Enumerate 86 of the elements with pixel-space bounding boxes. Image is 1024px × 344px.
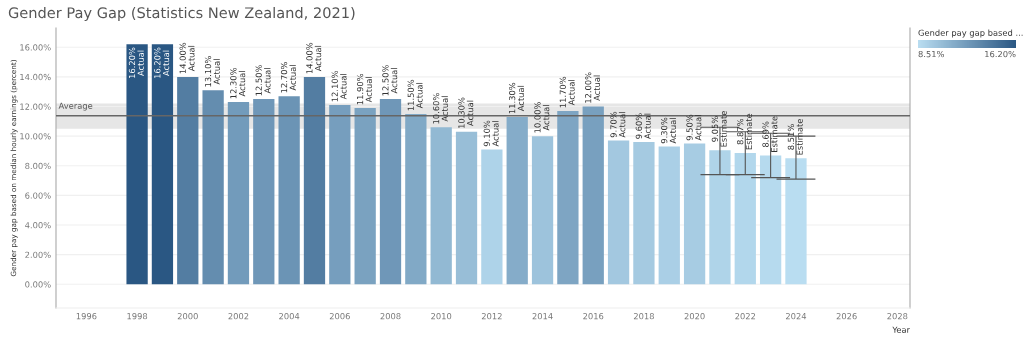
data-label: 14.00% Actual xyxy=(179,42,195,74)
bar xyxy=(607,140,630,285)
bar xyxy=(379,99,402,285)
x-tick-label: 2014 xyxy=(532,313,553,320)
data-label: 9.05% Estimate xyxy=(711,111,727,147)
bar xyxy=(633,142,655,285)
data-label: 12.50% Actual xyxy=(382,65,398,96)
bar xyxy=(202,90,224,285)
y-tick-label: 4.00% xyxy=(25,222,51,229)
bar xyxy=(785,158,807,285)
data-label: 12.70% Actual xyxy=(280,62,296,93)
chart-title: Gender Pay Gap (Statistics New Zealand, 2021) xyxy=(8,6,355,22)
data-label: 10.60% Actual xyxy=(432,93,448,124)
bar xyxy=(658,146,680,285)
x-tick-label: 2024 xyxy=(785,313,807,320)
y-tick-label: 12.00% xyxy=(20,103,51,110)
bar xyxy=(177,76,199,285)
data-label: 9.30% Actual xyxy=(661,117,677,144)
data-label: 8.87% Estimate xyxy=(737,113,753,150)
bar xyxy=(278,96,300,285)
y-tick-label: 6.00% xyxy=(25,192,51,199)
y-tick-label: 10.00% xyxy=(20,133,51,140)
x-tick-label: 2026 xyxy=(836,313,857,320)
bar xyxy=(557,110,579,285)
x-tick-label: 2006 xyxy=(329,313,350,320)
data-label: 9.70% Actual xyxy=(610,111,626,138)
bar xyxy=(354,108,376,285)
data-label: 8.51% Estimate xyxy=(787,119,803,155)
bar xyxy=(329,105,351,285)
bar xyxy=(734,152,756,285)
bar xyxy=(227,102,250,285)
data-label: 9.60% Actual xyxy=(635,113,651,140)
data-label: 10.30% Actual xyxy=(458,97,474,128)
color-bar-label: 8.51% xyxy=(918,50,945,58)
x-tick-label: 2018 xyxy=(633,313,654,320)
color-bar-title: Gender pay gap based ... xyxy=(918,29,1023,38)
data-label: 14.00% Actual xyxy=(306,42,322,74)
data-label: 12.00% Actual xyxy=(585,72,600,103)
x-tick-label: 2000 xyxy=(177,313,198,320)
data-label: 9.50% Actual xyxy=(686,114,702,141)
data-label: 12.30% Actual xyxy=(230,67,246,99)
data-label: 11.70% Actual xyxy=(559,76,575,108)
data-label: 11.50% Actual xyxy=(407,79,423,111)
ref-line-label: Average xyxy=(58,102,93,111)
bar xyxy=(759,155,782,285)
bar xyxy=(582,106,604,285)
x-tick-label: 2010 xyxy=(431,313,452,320)
bar xyxy=(303,76,326,285)
bar xyxy=(126,44,148,285)
bar xyxy=(430,127,452,285)
x-tick-label: 1998 xyxy=(127,313,148,320)
data-label: 11.30% Actual xyxy=(508,82,524,114)
bar xyxy=(151,44,174,285)
bar xyxy=(709,150,731,285)
bar xyxy=(455,131,478,285)
bar xyxy=(405,113,427,285)
x-tick-label: 2012 xyxy=(481,313,502,320)
x-tick-label: 2028 xyxy=(887,313,908,320)
bar xyxy=(506,116,528,285)
data-label: 8.69% Estimate xyxy=(762,116,778,152)
data-label: 16.20% Actual xyxy=(154,47,170,78)
bar xyxy=(253,99,275,285)
data-label: 16.20% Actual xyxy=(128,47,144,78)
y-tick-label: 2.00% xyxy=(25,251,51,258)
data-label: 11.90% Actual xyxy=(356,73,372,105)
y-tick-label: 16.00% xyxy=(20,44,51,51)
bar xyxy=(481,149,503,285)
x-tick-label: 2004 xyxy=(279,313,300,320)
y-tick-label: 0.00% xyxy=(25,281,51,288)
x-tick-label: 2022 xyxy=(735,313,756,320)
y-tick-label: 8.00% xyxy=(25,162,51,170)
data-label: 10.00% Actual xyxy=(534,102,550,133)
x-tick-label: 1996 xyxy=(76,313,97,320)
x-tick-label: 2016 xyxy=(583,313,604,320)
y-tick-label: 14.00% xyxy=(20,73,51,81)
x-axis-title: Year xyxy=(892,326,910,333)
color-bar-label: 16.20% xyxy=(985,50,1016,58)
bar xyxy=(683,143,706,285)
x-tick-label: 2020 xyxy=(684,313,705,320)
data-label: 12.50% Actual xyxy=(255,65,271,96)
data-label: 13.10% Actual xyxy=(204,56,220,87)
x-tick-label: 2008 xyxy=(380,313,401,320)
data-label: 12.10% Actual xyxy=(331,70,347,102)
x-tick-label: 2002 xyxy=(228,313,249,320)
data-label: 9.10% Actual xyxy=(483,120,499,147)
bar xyxy=(531,136,554,285)
